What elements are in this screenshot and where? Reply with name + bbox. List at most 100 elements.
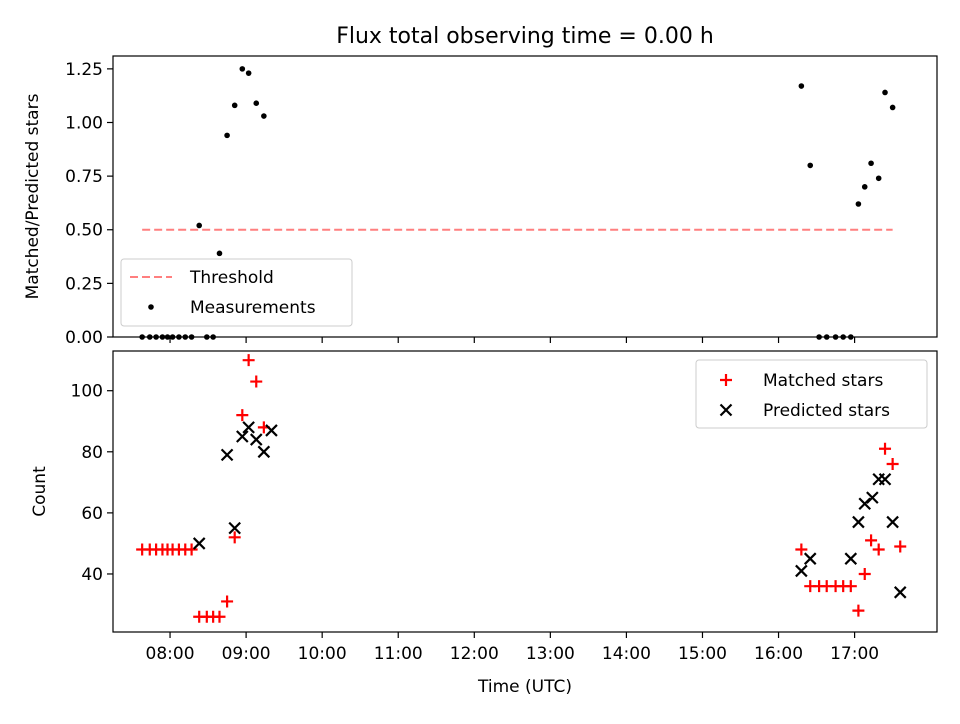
y-tick-label: 100 [71, 382, 103, 402]
measurement-point [210, 334, 216, 340]
legend-measurements-swatch [148, 304, 154, 310]
predicted-star-marker [265, 424, 278, 437]
x-tick-label: 10:00 [298, 644, 347, 664]
measurement-point [153, 334, 159, 340]
matched-star-marker [213, 610, 226, 623]
x-tick-label: 17:00 [830, 644, 879, 664]
y-tick-label: 40 [81, 565, 103, 585]
measurement-point [832, 334, 839, 340]
predicted-star-marker [249, 433, 263, 446]
measurement-point [816, 334, 822, 340]
x-tick-label: 11:00 [374, 644, 423, 664]
predicted-star-marker [242, 421, 255, 434]
measurement-point [146, 334, 153, 340]
measurement-point [875, 175, 882, 182]
y-tick-label: 0.50 [65, 221, 103, 241]
measurement-point [798, 83, 805, 89]
measurement-point [823, 334, 830, 340]
predicted-star-marker [795, 564, 808, 578]
predicted-star-marker [220, 448, 234, 462]
matched-star-marker [242, 354, 255, 367]
predicted-star-marker [236, 430, 249, 443]
measurement-point [164, 334, 171, 340]
measurement-point [139, 334, 145, 340]
predicted-star-marker [852, 515, 865, 529]
predicted-star-marker [878, 473, 892, 486]
predicted-star-marker [866, 491, 879, 504]
legend-bottom: Matched stars Predicted stars [695, 359, 928, 429]
plot-frame [112, 55, 938, 338]
y-tick-label: 80 [81, 443, 103, 463]
x-tick-label: 08:00 [146, 644, 195, 664]
measurement-point [176, 334, 182, 340]
matched-star-marker [865, 534, 878, 547]
predicted-star-marker [844, 552, 858, 565]
measurement-point [182, 334, 189, 340]
matched-star-marker [236, 409, 249, 422]
measurement-point [253, 100, 260, 106]
matched-star-marker [228, 531, 241, 544]
predicted-star-marker [228, 521, 241, 535]
y-axis-label: Count [30, 466, 50, 517]
legend-top: Threshold Measurements [120, 258, 353, 327]
y-tick-label: 60 [81, 504, 103, 524]
measurement-point [204, 334, 210, 340]
y-tick-label: 1.00 [65, 113, 103, 133]
legend-box [120, 258, 353, 327]
x-tick-label: 15:00 [678, 644, 727, 664]
matched-star-marker [795, 543, 808, 556]
x-tick-label: 13:00 [526, 644, 575, 664]
matched-star-marker [221, 595, 234, 608]
x-tick-label: 09:00 [222, 644, 271, 664]
bottom-panel: 40 60 80 100 08:00 09:00 10:00 11:00 12:00 13:00 1… [30, 350, 938, 697]
legend-matched-swatch [720, 374, 732, 386]
legend-predicted-label: Predicted stars [763, 401, 890, 421]
y-axis-label: Matched/Predicted stars [23, 93, 43, 299]
measurement-point [261, 113, 267, 119]
measurement-point [889, 104, 896, 111]
measurement-point [216, 250, 223, 257]
measurement-point [169, 334, 176, 340]
measurement-point [807, 162, 814, 169]
predicted-star-marker [803, 552, 817, 565]
matched-star-marker [886, 458, 899, 471]
measurement-point [840, 334, 846, 340]
top-panel: 0.00 0.25 0.50 0.75 1.00 1.25 Matched/Predicte… [23, 55, 938, 348]
y-tick-label: 1.25 [65, 60, 103, 80]
measurement-point [159, 334, 166, 340]
measurement-point [188, 334, 195, 340]
matched-star-marker [844, 580, 857, 593]
y-tick-label: 0.00 [65, 328, 103, 348]
predicted-star-marker [257, 445, 271, 459]
legend-measurements-label: Measurements [190, 298, 316, 318]
measurement-point [224, 132, 230, 139]
legend-threshold-label: Threshold [189, 268, 274, 288]
matched-star-marker [894, 540, 907, 553]
legend-matched-label: Matched stars [763, 371, 883, 391]
matched-star-marker [858, 567, 871, 580]
measurement-point [231, 102, 238, 109]
x-tick-label: 16:00 [754, 644, 803, 664]
legend-box [695, 359, 928, 429]
measurement-point [868, 160, 874, 167]
measurement-point [855, 201, 862, 207]
x-axis-label: Time (UTC) [477, 677, 572, 697]
matched-star-marker [872, 543, 885, 556]
chart-title: Flux total observing time = 0.00 h [336, 24, 714, 49]
y-tick-label: 0.75 [65, 167, 103, 187]
plot-frame [112, 350, 938, 633]
matched-star-marker [852, 604, 865, 617]
predicted-star-marker [886, 515, 899, 529]
y-tick-label: 0.25 [65, 274, 103, 294]
measurement-point [861, 184, 868, 190]
measurement-point [239, 66, 246, 72]
predicted-star-marker [192, 537, 206, 550]
measurement-point [847, 334, 854, 340]
predicted-star-marker [893, 586, 907, 599]
measurement-point [196, 222, 203, 229]
measurement-point [245, 70, 252, 76]
legend-predicted-swatch [719, 403, 733, 417]
matched-star-marker [879, 442, 892, 455]
